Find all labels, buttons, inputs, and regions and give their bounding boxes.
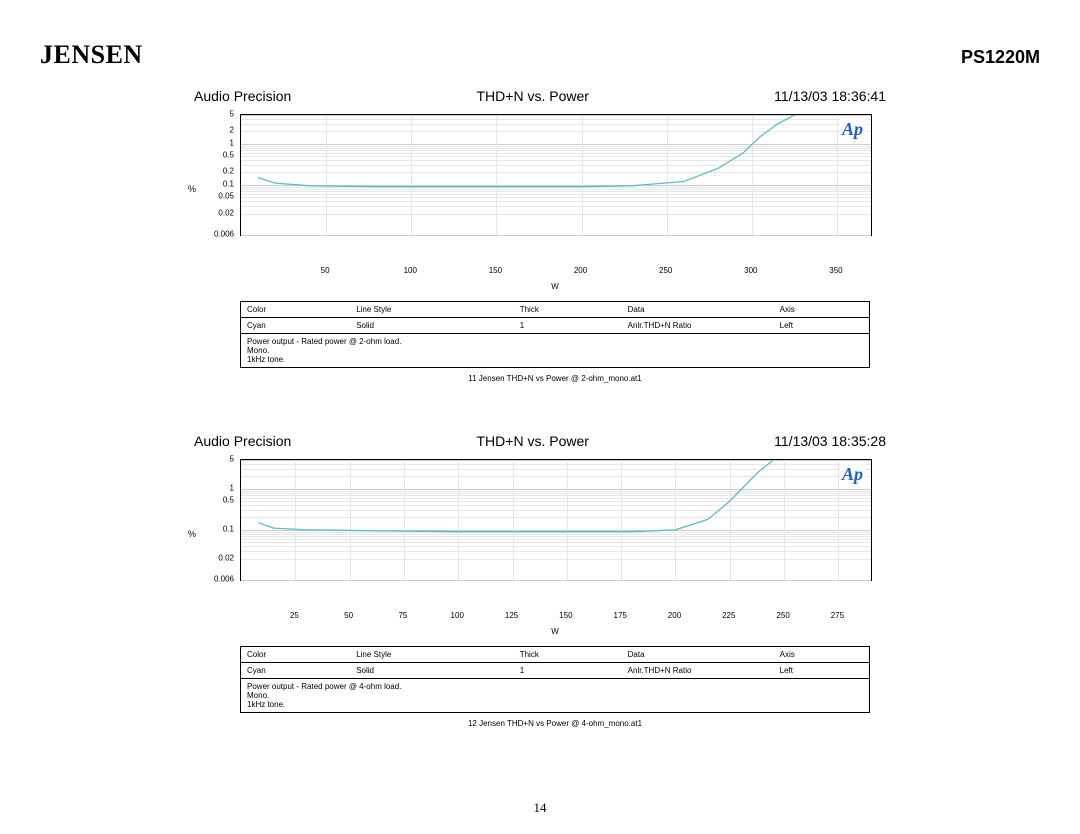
y-ticks: 5210.50.20.10.050.020.006 bbox=[190, 114, 240, 234]
title-left: Audio Precision bbox=[194, 88, 291, 104]
y-tick-label: 0.02 bbox=[218, 553, 234, 562]
x-ticks: 50 100 150 200 250 300 350 bbox=[240, 266, 870, 278]
chart-area: %510.50.10.020.006Ap bbox=[190, 459, 890, 609]
page-number: 14 bbox=[534, 800, 547, 816]
x-ticks: 25 50 75 100 125 150 175 200 225 250 275 bbox=[240, 611, 870, 623]
y-tick-label: 0.02 bbox=[218, 208, 234, 217]
chart-caption: 11 Jensen THD+N vs Power @ 2-ohm_mono.at… bbox=[240, 374, 870, 383]
legend-header: Data bbox=[622, 647, 774, 663]
title-center: THD+N vs. Power bbox=[477, 88, 589, 104]
legend-header: Line Style bbox=[350, 302, 514, 318]
x-tick-label: 75 bbox=[398, 611, 407, 620]
x-tick-label: 125 bbox=[505, 611, 518, 620]
data-line bbox=[241, 460, 871, 580]
legend-header: Axis bbox=[774, 647, 870, 663]
x-tick-label: 50 bbox=[344, 611, 353, 620]
legend-header: Color bbox=[241, 647, 351, 663]
page: JENSEN PS1220M Audio Precision THD+N vs. … bbox=[0, 0, 1080, 834]
y-tick-label: 1 bbox=[230, 483, 234, 492]
legend-cell: 1 bbox=[514, 663, 622, 679]
x-tick-label: 175 bbox=[613, 611, 626, 620]
x-tick-label: 300 bbox=[744, 266, 757, 275]
x-tick-label: 275 bbox=[831, 611, 844, 620]
legend-table: ColorLine StyleThickDataAxis CyanSolid1An… bbox=[240, 646, 870, 713]
x-tick-label: 150 bbox=[489, 266, 502, 275]
legend-cell: Anlr.THD+N Ratio bbox=[622, 663, 774, 679]
y-tick-label: 2 bbox=[230, 126, 234, 135]
chart-block: Audio Precision THD+N vs. Power 11/13/03 1… bbox=[190, 88, 890, 383]
legend-notes: Power output - Rated power @ 4-ohm load.… bbox=[241, 679, 870, 713]
legend-cell: Solid bbox=[350, 318, 514, 334]
title-right: 11/13/03 18:36:41 bbox=[774, 88, 886, 104]
y-tick-label: 0.5 bbox=[223, 151, 234, 160]
y-tick-label: 0.006 bbox=[214, 230, 234, 239]
plot: Ap bbox=[240, 114, 872, 236]
legend-cell: Solid bbox=[350, 663, 514, 679]
x-tick-label: 200 bbox=[668, 611, 681, 620]
page-header: JENSEN PS1220M bbox=[40, 40, 1040, 70]
y-ticks: 510.50.10.020.006 bbox=[190, 459, 240, 579]
legend-cell: Left bbox=[774, 318, 870, 334]
x-tick-label: 100 bbox=[404, 266, 417, 275]
y-tick-label: 5 bbox=[230, 455, 234, 464]
y-tick-label: 0.1 bbox=[223, 524, 234, 533]
legend-cell: Cyan bbox=[241, 318, 351, 334]
legend-table: ColorLine StyleThickDataAxis CyanSolid1An… bbox=[240, 301, 870, 368]
chart-title-row: Audio Precision THD+N vs. Power 11/13/03 1… bbox=[190, 88, 890, 104]
y-tick-label: 0.1 bbox=[223, 179, 234, 188]
x-tick-label: 200 bbox=[574, 266, 587, 275]
x-tick-label: 150 bbox=[559, 611, 572, 620]
legend-notes: Power output - Rated power @ 2-ohm load.… bbox=[241, 334, 870, 368]
title-left: Audio Precision bbox=[194, 433, 291, 449]
legend-cell: Left bbox=[774, 663, 870, 679]
y-tick-label: 0.05 bbox=[218, 192, 234, 201]
y-tick-label: 5 bbox=[230, 110, 234, 119]
y-tick-label: 0.2 bbox=[223, 167, 234, 176]
legend-header: Thick bbox=[514, 647, 622, 663]
x-tick-label: 250 bbox=[659, 266, 672, 275]
chart-block: Audio Precision THD+N vs. Power 11/13/03 1… bbox=[190, 433, 890, 728]
y-tick-label: 1 bbox=[230, 138, 234, 147]
data-line bbox=[241, 115, 871, 235]
legend-header: Color bbox=[241, 302, 351, 318]
x-tick-label: 25 bbox=[290, 611, 299, 620]
x-tick-label: 100 bbox=[451, 611, 464, 620]
title-right: 11/13/03 18:35:28 bbox=[774, 433, 886, 449]
x-tick-label: 250 bbox=[776, 611, 789, 620]
x-tick-label: 225 bbox=[722, 611, 735, 620]
x-tick-label: 350 bbox=[829, 266, 842, 275]
chart-title-row: Audio Precision THD+N vs. Power 11/13/03 1… bbox=[190, 433, 890, 449]
chart-area: %5210.50.20.10.050.020.006Ap bbox=[190, 114, 890, 264]
legend-cell: Cyan bbox=[241, 663, 351, 679]
legend-header: Data bbox=[622, 302, 774, 318]
title-center: THD+N vs. Power bbox=[477, 433, 589, 449]
legend-header: Line Style bbox=[350, 647, 514, 663]
legend-header: Axis bbox=[774, 302, 870, 318]
y-tick-label: 0.006 bbox=[214, 575, 234, 584]
model-number: PS1220M bbox=[961, 47, 1040, 68]
legend-cell: 1 bbox=[514, 318, 622, 334]
y-tick-label: 0.5 bbox=[223, 496, 234, 505]
legend-header: Thick bbox=[514, 302, 622, 318]
plot: Ap bbox=[240, 459, 872, 581]
chart-caption: 12 Jensen THD+N vs Power @ 4-ohm_mono.at… bbox=[240, 719, 870, 728]
legend-cell: Anlr.THD+N Ratio bbox=[622, 318, 774, 334]
x-axis-label: W bbox=[240, 627, 870, 636]
x-axis-label: W bbox=[240, 282, 870, 291]
brand-logo: JENSEN bbox=[40, 40, 143, 70]
x-tick-label: 50 bbox=[321, 266, 330, 275]
